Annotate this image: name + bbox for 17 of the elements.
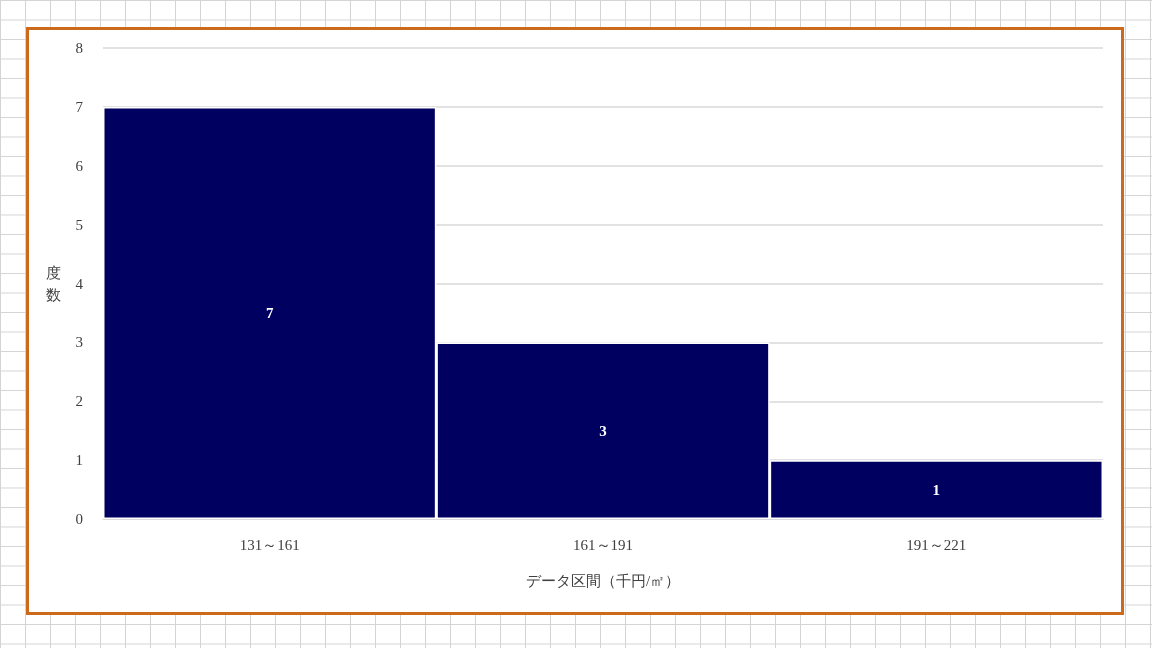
data-label: 1 xyxy=(932,481,941,498)
y-tick-label: 5 xyxy=(75,216,83,233)
y-tick-label: 3 xyxy=(75,334,83,351)
y-tick-label: 2 xyxy=(75,393,83,410)
y-tick-label: 6 xyxy=(75,157,84,174)
y-axis-title: 度数 xyxy=(46,264,61,303)
y-tick-label: 7 xyxy=(75,98,84,115)
y-tick-label: 4 xyxy=(75,275,84,292)
x-axis-title: データ区間（千円/㎡） xyxy=(525,572,681,589)
x-tick-label: 131～161 xyxy=(239,536,300,553)
data-label: 3 xyxy=(599,422,607,439)
x-tick-label: 161～191 xyxy=(573,536,633,553)
y-tick-label: 1 xyxy=(75,452,83,469)
y-tick-label: 0 xyxy=(75,511,83,527)
data-label: 7 xyxy=(265,304,274,321)
x-tick-label: 191～221 xyxy=(906,536,967,553)
y-tick-label: 8 xyxy=(75,40,83,56)
